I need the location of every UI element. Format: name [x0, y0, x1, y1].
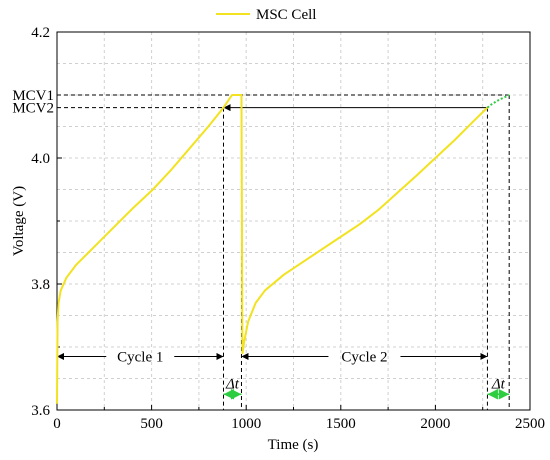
- axis-ticks: 0 500 1000 1500 2000 2500 3.6 3.8 4.0 4.2: [31, 25, 545, 432]
- series-extrapolation: [486, 94, 510, 109]
- y-tick-label: 4.0: [31, 151, 50, 167]
- mcv1-label: MCV1: [12, 88, 54, 104]
- y-tick-label: 3.8: [31, 277, 50, 293]
- series-layer: [56, 94, 510, 404]
- y-tick-label: 3.6: [31, 403, 50, 419]
- delta2-label: Δt: [491, 376, 506, 392]
- y-axis-label: Voltage (V): [11, 186, 27, 256]
- x-tick-label: 2500: [515, 416, 545, 432]
- x-tick-label: 1000: [231, 416, 261, 432]
- x-tick-label: 2000: [420, 416, 450, 432]
- legend-label: MSC Cell: [256, 7, 316, 23]
- cycle2-label: Cycle 2: [341, 349, 387, 365]
- legend: MSC Cell: [216, 7, 316, 23]
- x-tick-label: 0: [53, 416, 61, 432]
- delta1-label: Δt: [225, 376, 240, 392]
- x-tick-label: 500: [140, 416, 163, 432]
- x-axis-label: Time (s): [268, 437, 319, 453]
- mcv2-label: MCV2: [12, 101, 54, 117]
- series-msc-cell: [56, 94, 489, 404]
- y-tick-label: 4.2: [31, 25, 50, 41]
- x-tick-label: 1500: [326, 416, 356, 432]
- cycle1-label: Cycle 1: [117, 349, 163, 365]
